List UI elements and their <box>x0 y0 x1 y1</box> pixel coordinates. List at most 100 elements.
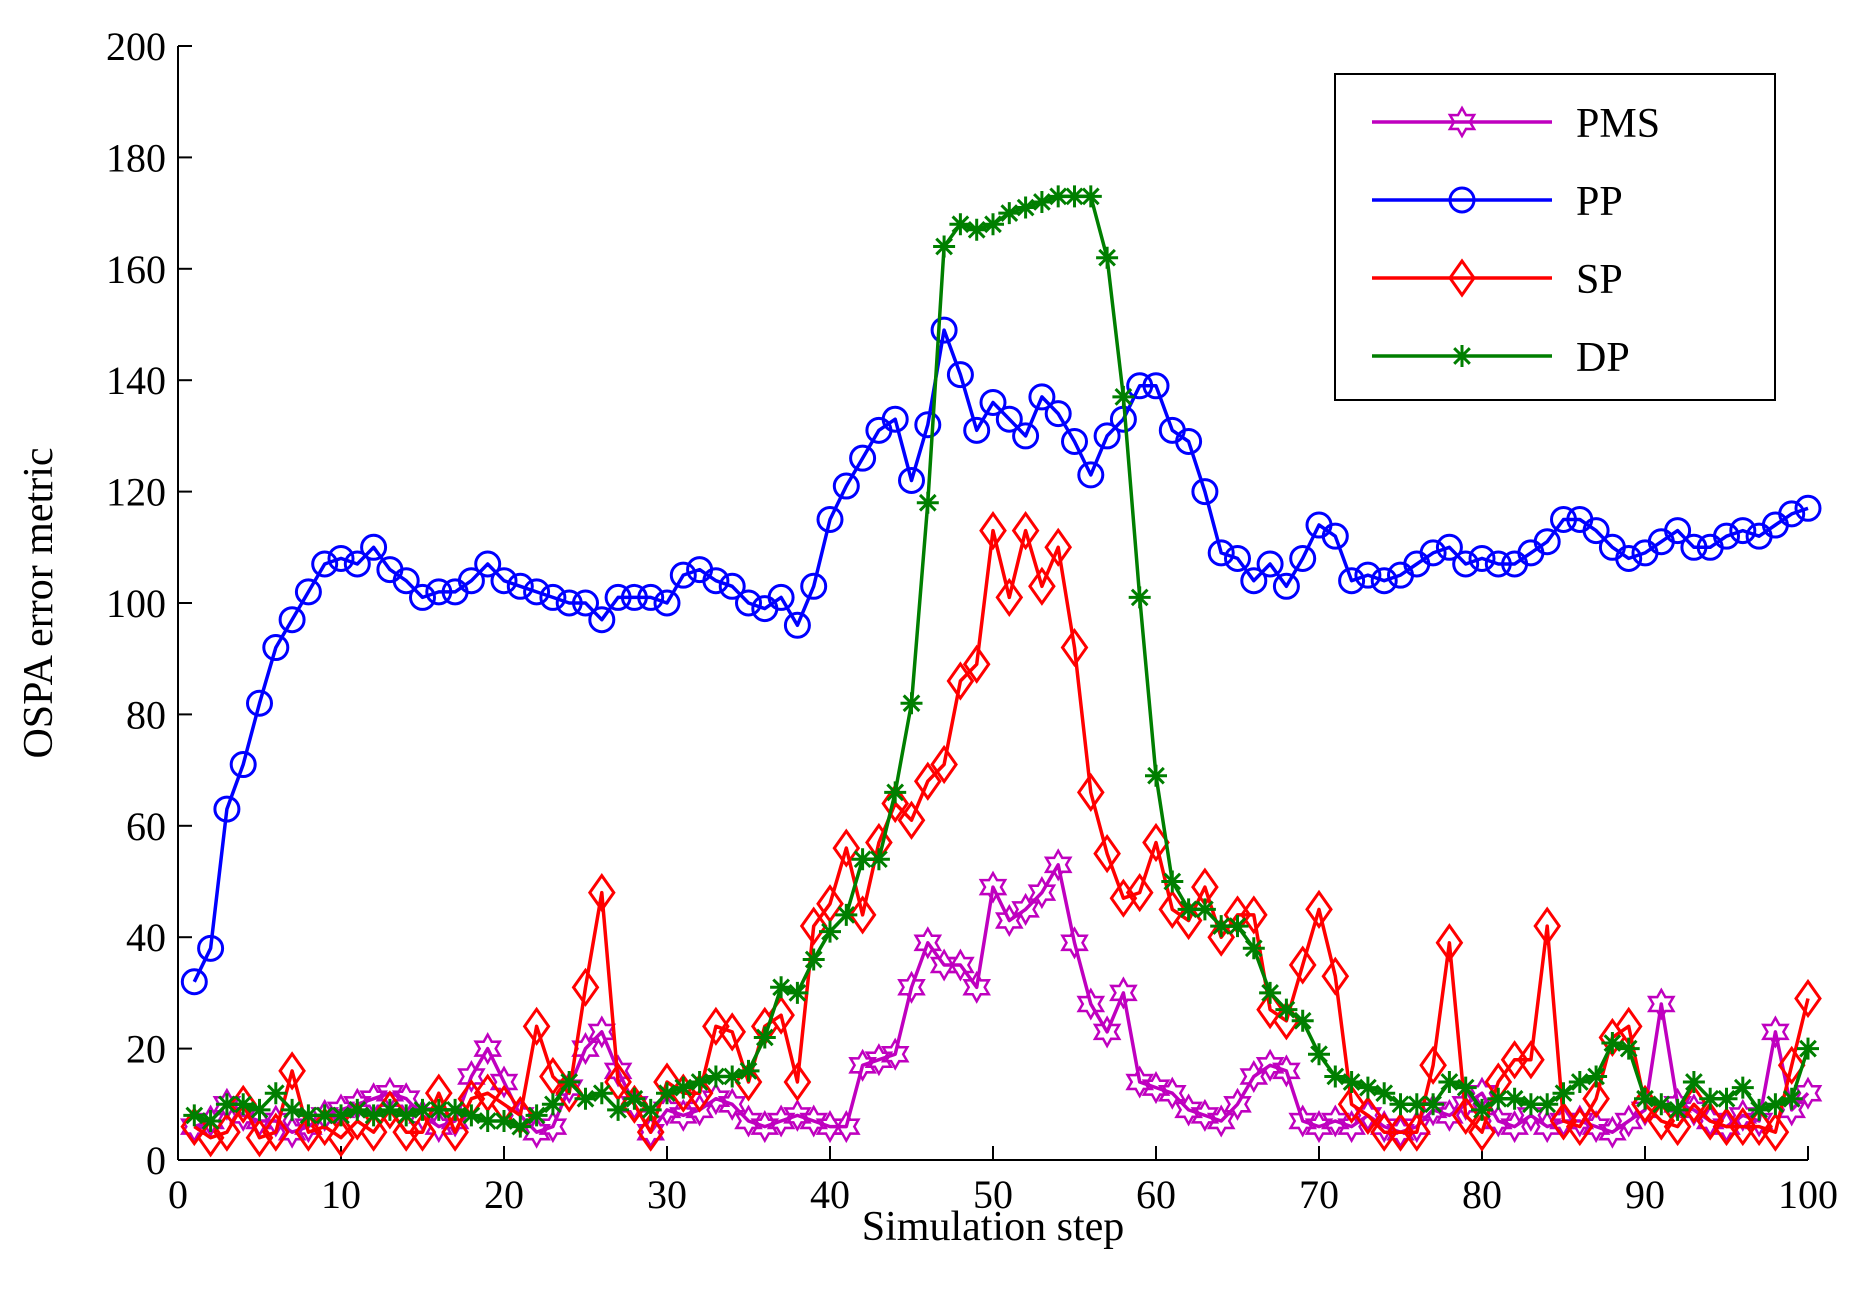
data-point-dp <box>1601 1032 1624 1054</box>
data-point-pp <box>849 444 877 472</box>
data-point-sp <box>946 661 975 701</box>
data-point-pms <box>1598 1115 1627 1149</box>
data-point-sp <box>1060 627 1089 668</box>
data-point-dp <box>1585 1065 1608 1088</box>
x-tick-label: 40 <box>810 1172 850 1217</box>
data-point-dp <box>1617 1037 1640 1060</box>
data-point-pms <box>1337 1110 1366 1144</box>
data-point-pms <box>766 1104 796 1138</box>
data-point-pp <box>637 583 665 611</box>
data-point-dp <box>688 1071 711 1093</box>
data-point-dp <box>1096 246 1119 269</box>
legend-label-sp: SP <box>1576 257 1623 303</box>
data-point-pp <box>930 316 958 344</box>
data-point-dp <box>248 1098 271 1121</box>
data-point-dp <box>1422 1093 1445 1116</box>
legend-box <box>1334 73 1776 401</box>
data-point-dp <box>998 202 1021 225</box>
data-point-pms <box>946 948 975 982</box>
data-point-dp <box>313 1104 336 1127</box>
data-point-dp <box>1699 1087 1722 1110</box>
data-point-dp <box>1112 385 1135 408</box>
data-point-pp <box>278 606 306 634</box>
x-tick-label: 80 <box>1462 1172 1502 1217</box>
data-point-pp <box>1419 539 1447 567</box>
data-point-sp <box>555 1073 584 1113</box>
data-point-pms <box>277 1115 307 1149</box>
data-point-dp <box>639 1098 662 1121</box>
data-point-pms <box>212 1087 242 1121</box>
data-point-dp <box>1780 1087 1803 1110</box>
data-point-dp <box>1731 1076 1754 1099</box>
data-point-sp <box>1761 1112 1790 1152</box>
data-point-pp <box>898 466 925 494</box>
data-point-pp <box>767 583 795 611</box>
x-tick-label: 10 <box>321 1172 361 1217</box>
y-axis-label: OSPA error metric <box>16 447 62 758</box>
data-point-dp <box>362 1104 385 1127</box>
series-pms <box>180 848 1823 1149</box>
data-point-pp <box>1778 500 1806 528</box>
data-point-dp <box>1014 196 1037 219</box>
data-point-pp <box>1354 561 1382 589</box>
data-point-sp <box>962 644 991 684</box>
legend-marker-dp <box>1451 345 1473 367</box>
data-point-dp <box>737 1059 760 1082</box>
data-point-dp <box>281 1098 304 1121</box>
data-point-sp <box>522 1006 551 1046</box>
data-point-pms <box>1288 1104 1317 1138</box>
data-point-pms <box>1092 1015 1122 1049</box>
data-point-dp <box>460 1104 483 1127</box>
data-point-pms <box>457 1059 486 1094</box>
data-point-pms <box>1386 1115 1415 1149</box>
data-point-dp <box>656 1082 678 1105</box>
data-point-pp <box>1044 400 1072 428</box>
data-point-sp <box>1256 990 1284 1030</box>
data-point-dp <box>1373 1082 1396 1105</box>
data-point-sp <box>1696 1101 1725 1141</box>
data-point-dp <box>476 1110 499 1132</box>
data-point-dp <box>1047 185 1070 208</box>
data-point-dp <box>215 1093 238 1116</box>
data-point-sp <box>1125 873 1154 913</box>
data-point-sp <box>1109 878 1138 918</box>
data-point-pp <box>1126 372 1154 400</box>
data-point-dp <box>1226 915 1249 938</box>
data-point-dp <box>427 1098 450 1121</box>
data-point-pp <box>1061 427 1088 455</box>
data-point-pp <box>180 968 208 996</box>
data-point-sp <box>1044 527 1073 567</box>
x-tick-label: 90 <box>1625 1172 1665 1217</box>
data-point-dp <box>802 948 825 971</box>
data-point-dp <box>297 1104 320 1127</box>
data-point-dp <box>1340 1071 1363 1093</box>
data-point-pp <box>1484 550 1512 578</box>
data-point-pp <box>653 589 681 617</box>
data-point-pms <box>1125 1065 1154 1099</box>
data-point-dp <box>1177 898 1200 921</box>
data-point-sp <box>1533 906 1562 946</box>
data-point-pp <box>1321 522 1349 550</box>
data-point-sp <box>1288 945 1317 985</box>
data-point-sp <box>995 577 1024 618</box>
data-point-sp <box>718 1012 747 1052</box>
data-point-pms <box>750 1110 780 1144</box>
data-point-sp <box>702 1006 730 1046</box>
data-point-pp <box>490 567 518 595</box>
data-point-pp <box>604 583 632 611</box>
data-point-sp <box>799 906 828 946</box>
y-tick-label: 160 <box>106 247 166 292</box>
data-point-pp <box>995 405 1023 433</box>
data-point-dp <box>819 920 841 943</box>
data-point-pp <box>229 751 257 779</box>
data-point-pms <box>1647 987 1676 1021</box>
data-point-sp <box>1777 1045 1806 1085</box>
y-tick-label: 180 <box>106 135 166 180</box>
data-point-pms <box>1190 1098 1220 1132</box>
data-point-dp <box>1650 1093 1673 1116</box>
data-point-pms <box>799 1104 828 1138</box>
data-point-pp <box>1533 528 1561 556</box>
x-axis-label: Simulation step <box>862 1204 1125 1250</box>
data-point-dp <box>1030 191 1053 213</box>
